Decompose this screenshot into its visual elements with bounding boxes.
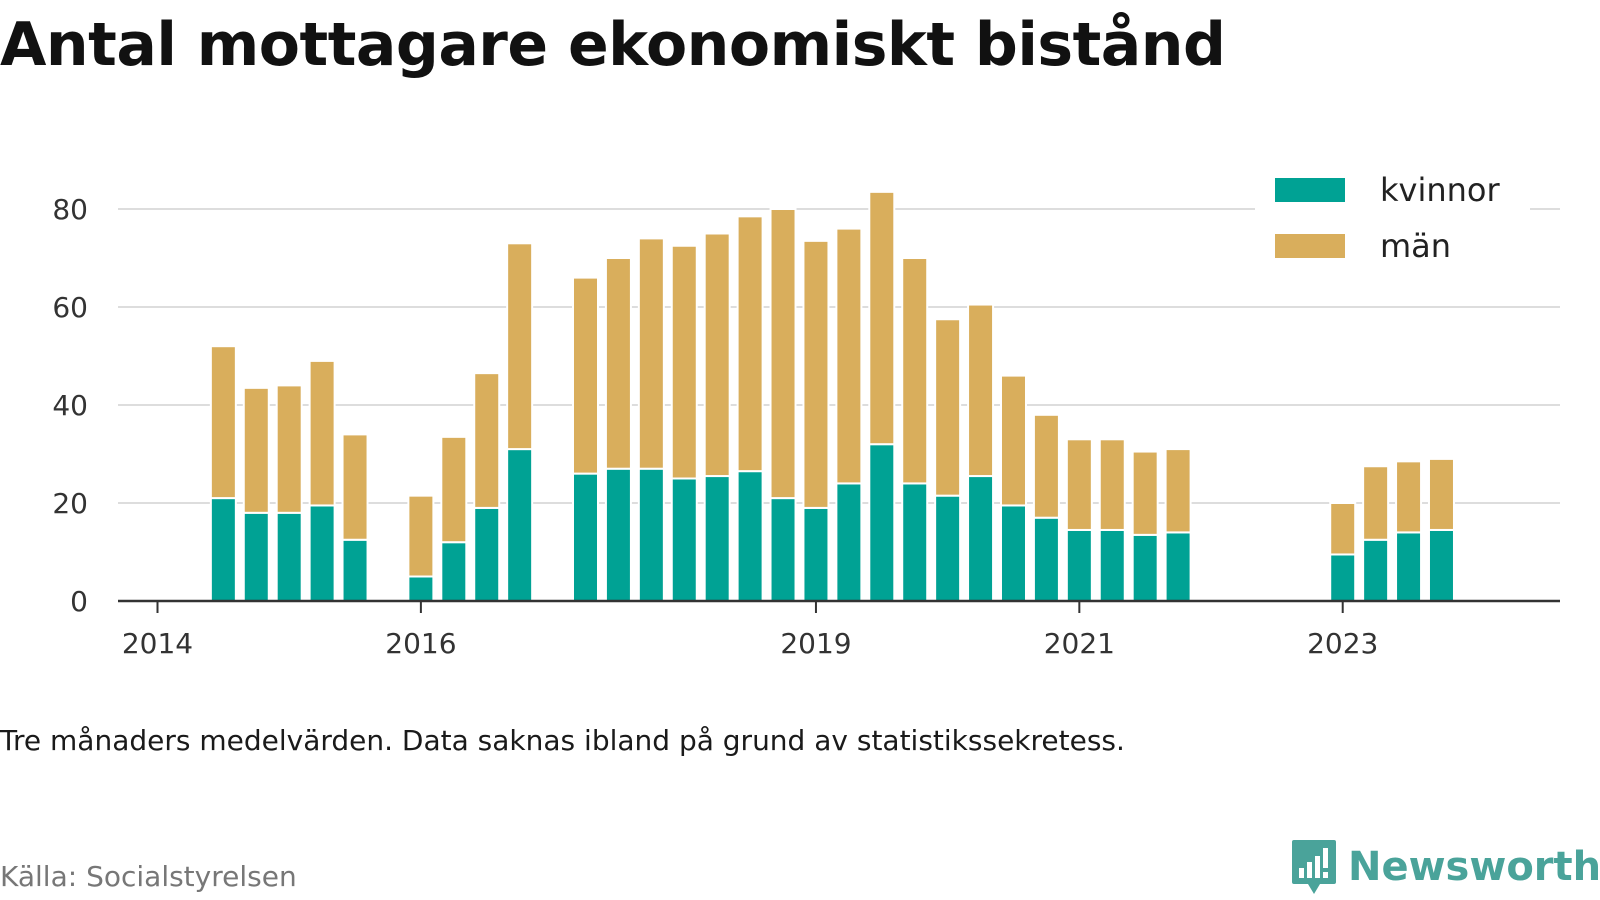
bar-kvinnor (308, 504, 336, 603)
x-tick-label: 2014 (122, 627, 193, 660)
bar-män (637, 237, 665, 470)
bar-män (440, 435, 468, 544)
bar-män (835, 227, 863, 485)
bar-män (1395, 460, 1423, 534)
bar-kvinnor (1131, 533, 1159, 602)
legend-swatch-kvinnor (1275, 178, 1345, 202)
bar-män (506, 242, 534, 451)
stacked-bar-chart: 0 20 40 60 80 2014 2016 2019 2021 2023 kvinnor mä… (52, 168, 1560, 660)
bar-kvinnor (703, 475, 731, 602)
source-credit: Källa: Socialstyrelsen (0, 860, 297, 893)
bar-kvinnor (901, 482, 929, 602)
bar-kvinnor (1427, 528, 1455, 603)
chart-title: Antal mottagare ekonomiskt bistånd (0, 10, 1226, 80)
brand-name: Newsworthy (1348, 844, 1600, 890)
x-tick-label: 2023 (1307, 627, 1378, 660)
bar-män (703, 232, 731, 478)
y-tick-label: 0 (70, 585, 88, 618)
bar-män (242, 386, 270, 514)
bar-män (209, 345, 237, 500)
bar-män (1362, 465, 1390, 541)
bar-kvinnor (967, 475, 995, 602)
bar-kvinnor (1329, 553, 1357, 603)
bar-män (407, 494, 435, 578)
bar-kvinnor (670, 477, 698, 602)
bar-kvinnor (934, 494, 962, 602)
bar-kvinnor (407, 575, 435, 602)
bar-kvinnor (1032, 516, 1060, 603)
bar-kvinnor (1164, 531, 1192, 603)
brand-logo[interactable]: Newsworthy (1290, 838, 1600, 896)
bar-män (341, 433, 369, 541)
bar-män (604, 257, 632, 470)
bar-män (275, 384, 303, 514)
chart-footnote: Tre månaders medelvärden. Data saknas ib… (0, 724, 1125, 757)
bar-kvinnor (1362, 538, 1390, 602)
y-tick-label: 80 (52, 193, 88, 226)
y-axis: 0 20 40 60 80 (52, 193, 88, 618)
x-tick-label: 2016 (385, 627, 456, 660)
bar-män (1032, 413, 1060, 519)
x-axis: 2014 2016 2019 2021 2023 (118, 599, 1560, 660)
bar-män (868, 190, 896, 446)
legend-swatch-män (1275, 234, 1345, 258)
bar-kvinnor (1395, 531, 1423, 603)
y-tick-label: 20 (52, 487, 88, 520)
bar-män (802, 239, 830, 509)
bar-män (934, 318, 962, 497)
bar-kvinnor (802, 506, 830, 602)
bar-män (967, 303, 995, 478)
bar-kvinnor (506, 448, 534, 602)
x-tick-label: 2019 (780, 627, 851, 660)
bar-män (670, 244, 698, 480)
newsworthy-logo-icon (1292, 840, 1336, 894)
bar-män (999, 374, 1027, 507)
bar-män (1329, 502, 1357, 556)
bar-män (1065, 438, 1093, 531)
bar-män (1098, 438, 1126, 531)
bar-män (473, 372, 501, 509)
bar-kvinnor (341, 538, 369, 602)
bar-män (736, 215, 764, 473)
bar-kvinnor (604, 467, 632, 603)
bar-kvinnor (1065, 528, 1093, 603)
bar-kvinnor (275, 511, 303, 602)
bar-kvinnor (473, 506, 501, 602)
bar-kvinnor (571, 472, 599, 603)
bar-kvinnor (769, 497, 797, 603)
y-tick-label: 60 (52, 291, 88, 324)
legend-label-män: män (1380, 227, 1451, 265)
bar-kvinnor (242, 511, 270, 602)
bar-män (1427, 457, 1455, 531)
bar-kvinnor (440, 541, 468, 603)
bar-män (1131, 450, 1159, 536)
bar-kvinnor (209, 497, 237, 603)
legend: kvinnor män (1255, 168, 1530, 278)
bar-kvinnor (835, 482, 863, 602)
bar-kvinnor (868, 443, 896, 603)
bar-kvinnor (637, 467, 665, 603)
bar-kvinnor (999, 504, 1027, 603)
bar-män (571, 276, 599, 475)
bar-män (1164, 448, 1192, 534)
bar-kvinnor (736, 470, 764, 602)
bar-män (769, 208, 797, 500)
x-tick-label: 2021 (1044, 627, 1115, 660)
bar-män (901, 257, 929, 485)
y-tick-label: 40 (52, 389, 88, 422)
legend-label-kvinnor: kvinnor (1380, 171, 1501, 209)
bar-kvinnor (1098, 528, 1126, 603)
bar-män (308, 359, 336, 507)
